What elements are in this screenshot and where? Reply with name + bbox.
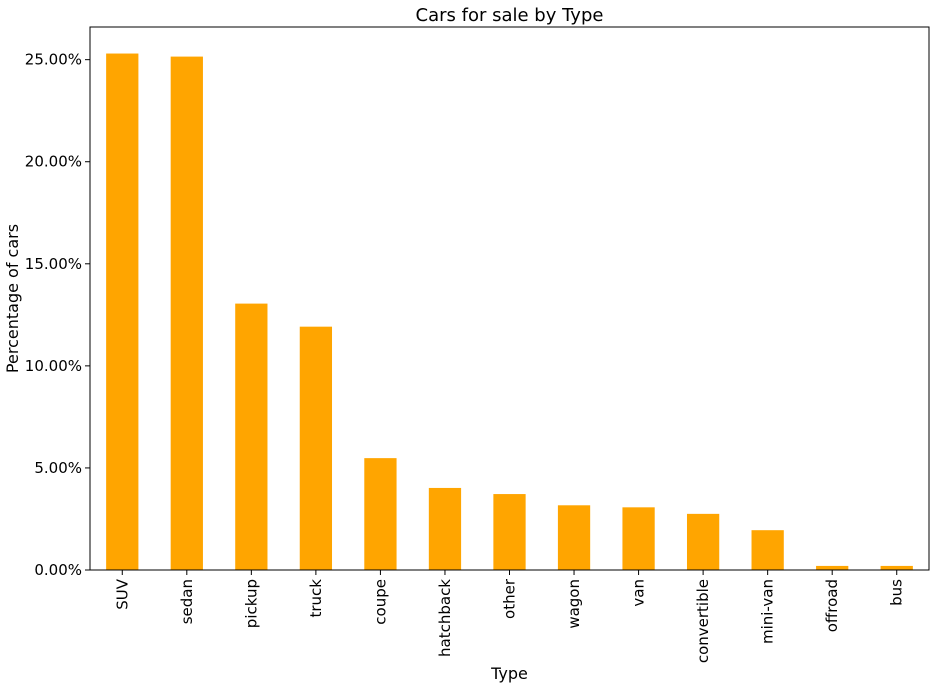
plot-frame: [89, 26, 930, 571]
bar-bus: [880, 565, 913, 570]
x-tick-label: wagon: [565, 579, 583, 629]
bar-coupe: [364, 458, 397, 570]
bar-convertible: [686, 513, 720, 570]
x-tick-label: mini-van: [759, 579, 777, 644]
x-tick-label: other: [501, 578, 519, 619]
bar-hatchback: [428, 487, 462, 570]
bar-offroad: [816, 565, 849, 570]
x-tick-label: hatchback: [436, 579, 454, 657]
x-tick-label: convertible: [694, 579, 712, 663]
y-axis: 0.00% 5.00% 10.00% 15.00% 20.00% 25.00%: [25, 51, 90, 579]
x-axis-title: Type: [490, 664, 528, 683]
bar-SUV: [106, 53, 139, 570]
y-tick-label: 25.00%: [25, 51, 82, 69]
x-tick-label: van: [630, 579, 648, 607]
bar-wagon: [557, 505, 591, 570]
x-tick-label: pickup: [242, 579, 260, 628]
y-tick-label: 10.00%: [25, 357, 82, 375]
bars-group: [106, 53, 913, 571]
x-tick-label: coupe: [371, 579, 389, 625]
x-tick-label: truck: [307, 579, 325, 618]
bar-mini-van: [751, 530, 784, 570]
y-tick-label: 20.00%: [25, 153, 82, 171]
x-tick-label: offroad: [823, 579, 841, 632]
x-tick-label: bus: [888, 579, 906, 606]
y-tick-label: 15.00%: [25, 255, 82, 273]
y-tick-label: 0.00%: [34, 561, 82, 579]
x-tick-label: sedan: [178, 579, 196, 624]
bar-sedan: [170, 56, 203, 571]
x-axis: SUV sedan pickup truck coupe hatchback other wa…: [113, 570, 906, 663]
y-tick-label: 5.00%: [34, 459, 82, 477]
x-tick-label: SUV: [113, 578, 131, 610]
bar-van: [622, 507, 655, 570]
y-axis-title: Percentage of cars: [3, 224, 22, 373]
bar-other: [493, 494, 526, 570]
chart-title: Cars for sale by Type: [416, 5, 604, 26]
bar-pickup: [235, 303, 268, 570]
bar-truck: [299, 326, 333, 570]
